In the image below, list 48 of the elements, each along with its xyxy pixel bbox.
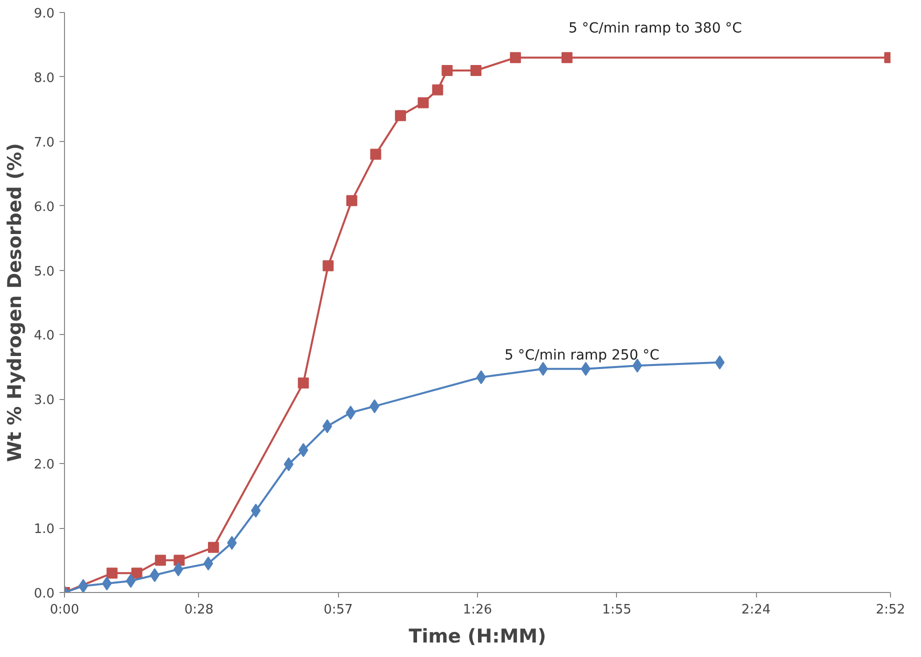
point (562, 52, 573, 64)
y-tick-label: 4.0 (34, 328, 55, 344)
x-tick-label: 0:28 (184, 602, 214, 618)
x-tick-label: 1:26 (462, 602, 492, 618)
x-axis-title: Time (H:MM) (408, 626, 546, 648)
y-tick-label: 3.0 (34, 393, 55, 408)
y-tick-label: 9.0 (34, 6, 55, 22)
point (150, 568, 160, 582)
point (250, 504, 261, 518)
y-tick-label: 1.0 (34, 522, 55, 538)
point (510, 52, 521, 64)
point (442, 65, 453, 76)
point (394, 110, 406, 122)
x-tick-label: 0:00 (50, 602, 80, 618)
y-tick-label: 5.0 (34, 264, 55, 280)
x-tick-label: 1:55 (602, 602, 632, 618)
point (346, 195, 358, 206)
x-tick-label: 0:57 (324, 602, 353, 618)
x-tick-label: 2:24 (741, 602, 771, 618)
annotation: 5 °C/min ramp 250 °C (504, 348, 660, 364)
point (632, 358, 642, 373)
y-tick-label: 0.0 (34, 586, 55, 602)
point (470, 65, 482, 76)
point (173, 562, 184, 576)
point (418, 97, 429, 108)
point (322, 260, 334, 272)
y-tick-label: 2.0 (34, 458, 55, 473)
point (580, 362, 591, 376)
point (370, 148, 382, 160)
point (432, 84, 444, 96)
point (208, 542, 219, 553)
point (284, 457, 294, 472)
point (78, 579, 88, 592)
point (298, 378, 309, 389)
point (154, 554, 166, 566)
point (106, 568, 118, 579)
point (322, 419, 332, 434)
point (714, 355, 725, 370)
y-axis-title: Wt % Hydrogen Desorbed (%) (4, 143, 26, 462)
y-tick-label: 7.0 (34, 135, 55, 150)
annotation: 5 °C/min ramp to 380 °C (568, 20, 742, 36)
point (203, 556, 214, 570)
y-tick-label: 6.0 (34, 200, 55, 215)
point (131, 568, 142, 579)
point (126, 574, 136, 588)
point (174, 554, 185, 566)
y-tick-label: 8.0 (34, 70, 55, 86)
x-tick-label: 2:52 (876, 602, 906, 618)
